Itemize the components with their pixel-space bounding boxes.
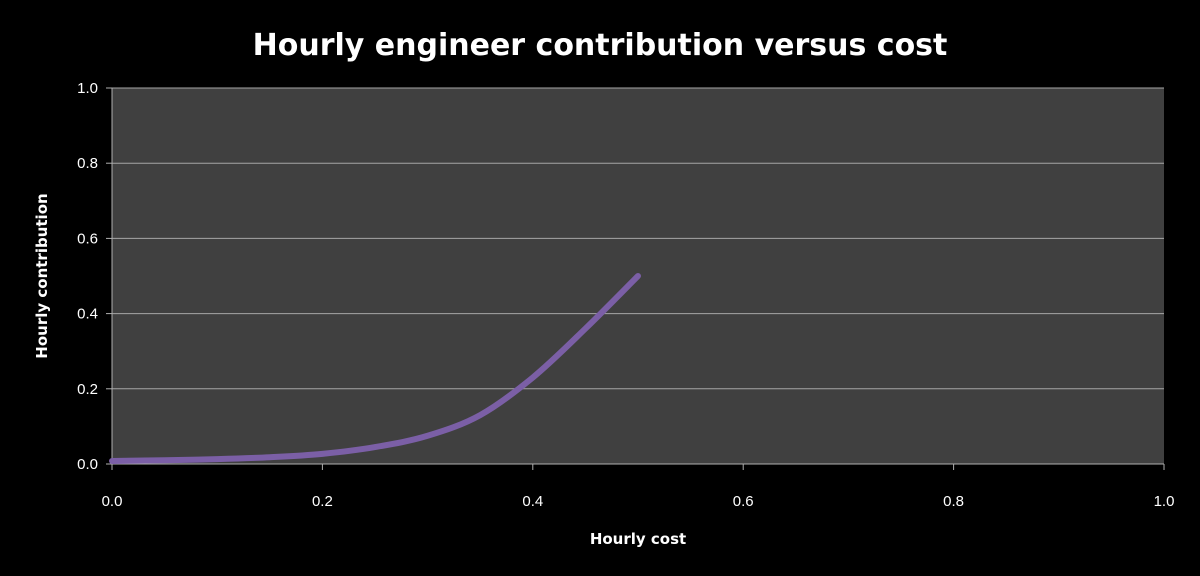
x-tick-label: 0.6 [733, 493, 754, 510]
y-tick-label: 0.8 [77, 155, 98, 172]
axes [106, 87, 1165, 470]
series-layer [109, 273, 641, 464]
x-tick-label: 0.2 [312, 493, 333, 510]
x-tick-label: 0.8 [943, 493, 964, 510]
y-tick-label: 0.2 [77, 381, 98, 398]
x-tick-labels: 0.0 0.2 0.4 0.6 0.8 1.0 [102, 493, 1175, 510]
series-line [109, 273, 641, 464]
chart-title: Hourly engineer contribution versus cost [253, 28, 948, 63]
gridlines [112, 87, 1164, 390]
y-axis-label: Hourly contribution [33, 193, 51, 358]
y-tick-label: 1.0 [77, 80, 98, 97]
y-tick-label: 0.0 [77, 456, 98, 473]
y-tick-label: 0.6 [77, 230, 98, 247]
y-tick-label: 0.4 [77, 306, 98, 323]
x-axis-label: Hourly cost [590, 530, 686, 548]
x-tick-label: 0.4 [522, 493, 543, 510]
y-tick-labels: 0.0 0.2 0.4 0.6 0.8 1.0 [77, 80, 98, 473]
x-tick-label: 0.0 [102, 493, 123, 510]
x-tick-label: 1.0 [1154, 493, 1175, 510]
